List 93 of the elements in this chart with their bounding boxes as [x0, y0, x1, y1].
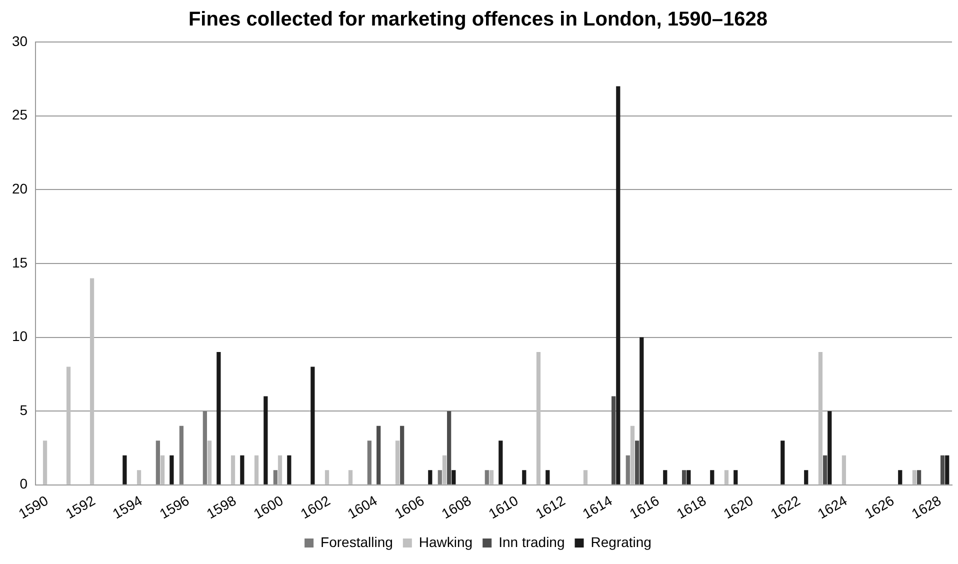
x-tick-label: 1618 — [674, 492, 709, 522]
x-tick-label: 1592 — [62, 492, 98, 522]
bar — [842, 455, 846, 484]
bar — [66, 366, 71, 484]
bar — [438, 470, 442, 484]
bar — [202, 411, 207, 484]
bar — [686, 470, 691, 484]
bar — [616, 86, 620, 484]
bar — [122, 455, 127, 484]
bar — [818, 352, 823, 484]
bar — [170, 455, 174, 484]
x-tick-label: 1594 — [110, 492, 145, 522]
x-tick-label: 1616 — [626, 492, 662, 522]
bar — [90, 278, 94, 484]
bar — [536, 352, 541, 484]
bar — [804, 470, 808, 484]
bar — [367, 440, 372, 484]
legend-label: Forestalling — [320, 534, 393, 550]
bar — [710, 470, 714, 484]
bar — [734, 470, 738, 484]
bar — [945, 455, 950, 484]
bar — [682, 470, 686, 484]
bar — [287, 455, 292, 484]
bar — [240, 455, 244, 484]
y-tick-label: 30 — [12, 32, 28, 49]
bar — [447, 411, 452, 484]
bar — [207, 440, 212, 484]
legend-label: Regrating — [590, 534, 652, 550]
bar — [612, 396, 616, 484]
bar — [898, 470, 902, 484]
x-tick-label: 1598 — [204, 492, 239, 522]
bar — [489, 470, 494, 484]
bar — [635, 440, 640, 484]
x-tick-label: 1628 — [908, 492, 944, 522]
bar — [156, 440, 160, 484]
bar — [546, 470, 550, 484]
bar — [630, 426, 635, 484]
bar — [310, 366, 315, 484]
bar — [912, 470, 917, 484]
bar — [428, 470, 432, 484]
bar — [348, 470, 353, 484]
x-tick-label: 1606 — [392, 492, 427, 522]
bar — [324, 470, 330, 484]
bar — [400, 426, 404, 484]
y-tick-label: 25 — [12, 106, 28, 123]
y-tick-label: 0 — [20, 476, 28, 492]
x-tick-label: 1610 — [486, 492, 521, 522]
bar — [583, 470, 588, 484]
bar — [216, 352, 221, 484]
y-tick-label: 15 — [12, 254, 28, 270]
x-tick-label: 1620 — [720, 492, 756, 522]
x-tick-label: 1590 — [16, 492, 51, 522]
bar — [254, 455, 259, 484]
bar — [484, 470, 489, 484]
bar — [442, 455, 447, 484]
bar — [273, 470, 278, 484]
x-tick-label: 1622 — [768, 492, 803, 522]
bar — [522, 470, 526, 484]
bar — [42, 440, 48, 484]
legend-label: Hawking — [418, 534, 473, 550]
y-tick-label: 5 — [20, 402, 28, 418]
bar — [663, 470, 668, 484]
bar — [626, 455, 630, 484]
bar — [160, 455, 165, 484]
bar — [395, 440, 400, 484]
bar — [940, 455, 945, 484]
x-tick-label: 1624 — [814, 492, 850, 522]
chart-title: Fines collected for marketing offences in London, 1590–1628 — [188, 8, 768, 31]
bar — [179, 426, 184, 484]
bar — [264, 396, 268, 484]
x-tick-label: 1596 — [156, 492, 192, 522]
bar — [724, 470, 729, 484]
bar — [822, 455, 828, 484]
bar — [780, 440, 785, 484]
bar — [278, 455, 282, 484]
x-tick-label: 1614 — [580, 492, 615, 522]
bar — [136, 470, 142, 484]
legend-label: Inn trading — [498, 534, 565, 550]
bar — [828, 411, 832, 484]
bar — [230, 455, 236, 484]
x-tick-label: 1626 — [862, 492, 897, 522]
bar — [452, 470, 456, 484]
bar — [498, 440, 503, 484]
x-tick-label: 1612 — [532, 492, 568, 522]
x-tick-label: 1604 — [344, 492, 380, 522]
x-tick-label: 1608 — [438, 492, 474, 522]
x-tick-label: 1600 — [250, 492, 286, 522]
y-tick-label: 10 — [12, 328, 28, 344]
y-tick-label: 20 — [12, 180, 28, 196]
bar — [376, 426, 381, 484]
bar — [916, 470, 922, 484]
x-tick-label: 1602 — [298, 492, 333, 522]
bar — [640, 337, 644, 484]
